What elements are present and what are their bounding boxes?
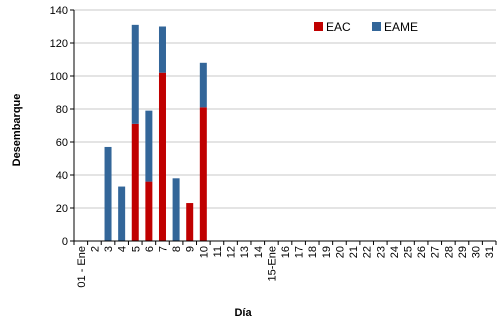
x-tick-label: 15-Ene <box>266 246 278 281</box>
bar-eac <box>158 72 166 241</box>
x-tick-label: 8 <box>171 246 183 252</box>
x-tick-label: 28 <box>443 246 455 258</box>
x-tick-label: 11 <box>212 246 224 257</box>
x-tick-label: 25 <box>403 246 415 258</box>
bar-eac <box>145 181 153 241</box>
x-tick-label: 12 <box>226 246 238 258</box>
x-tick-label: 27 <box>430 246 442 258</box>
x-tick-label: 20 <box>334 246 346 258</box>
bar-eac <box>131 123 139 241</box>
x-tick-label: 26 <box>416 246 428 258</box>
y-tick-label: 80 <box>56 104 68 116</box>
y-tick-label: 60 <box>56 137 68 149</box>
x-tick-label: 16 <box>280 246 292 258</box>
bar-eame <box>118 186 126 241</box>
y-tick-label: 140 <box>50 5 68 17</box>
x-tick-label: 23 <box>375 246 387 258</box>
x-tick-label: 22 <box>362 246 374 258</box>
x-tick-label: 30 <box>471 246 483 258</box>
y-axis-title: Desembarque <box>11 94 23 167</box>
bar-eame <box>199 62 207 108</box>
x-tick-label: 18 <box>307 246 319 258</box>
bars <box>104 24 207 241</box>
x-tick-label: 10 <box>198 246 210 258</box>
legend: EAC EAME <box>314 20 418 34</box>
x-tick-label: 01 - Ene <box>76 246 88 288</box>
x-tick-label: 31 <box>484 246 496 258</box>
x-tick-label: 29 <box>457 246 469 258</box>
gridlines <box>74 9 496 209</box>
x-tick-label: 7 <box>157 246 169 252</box>
x-tick-label: 4 <box>117 246 129 252</box>
x-tick-label: 2 <box>89 246 101 252</box>
x-tick-label: 5 <box>130 246 142 252</box>
x-tick-label: 24 <box>389 246 401 258</box>
y-tick-label: 20 <box>56 203 68 215</box>
bar-eac <box>199 107 207 241</box>
legend-label: EAME <box>384 20 418 34</box>
y-tick-label: 40 <box>56 170 68 182</box>
x-tick-label: 9 <box>185 246 197 252</box>
legend-swatch <box>314 22 323 31</box>
bar-eame <box>172 178 180 241</box>
x-tick-label: 6 <box>144 246 156 252</box>
x-tick-label: 21 <box>348 246 360 258</box>
bar-eame <box>145 110 153 182</box>
x-tick-label: 13 <box>239 246 251 258</box>
x-axis-title: Día <box>234 307 252 319</box>
x-tick-labels: 01 - Ene 2 3 4 5 6 7 8 9 10 11 12 13 14 15-Ene 16 17 18 19… <box>73 241 497 288</box>
y-tick-label: 100 <box>50 71 68 83</box>
bar-eame <box>131 24 139 124</box>
x-tick-label: 14 <box>253 246 265 258</box>
x-tick-label: 3 <box>103 246 115 252</box>
bar-eame <box>158 26 166 73</box>
bar-eame <box>104 146 112 241</box>
bar-eac <box>186 203 194 241</box>
y-tick-label: 120 <box>50 38 68 50</box>
legend-label: EAC <box>326 20 351 34</box>
x-tick-label: 19 <box>321 246 333 258</box>
x-tick-label: 17 <box>294 246 306 258</box>
y-tick-label: 0 <box>62 236 68 248</box>
legend-swatch <box>372 22 381 31</box>
axes <box>73 10 496 242</box>
y-tick-labels: 0 20 40 60 80 100 120 140 <box>50 5 74 248</box>
